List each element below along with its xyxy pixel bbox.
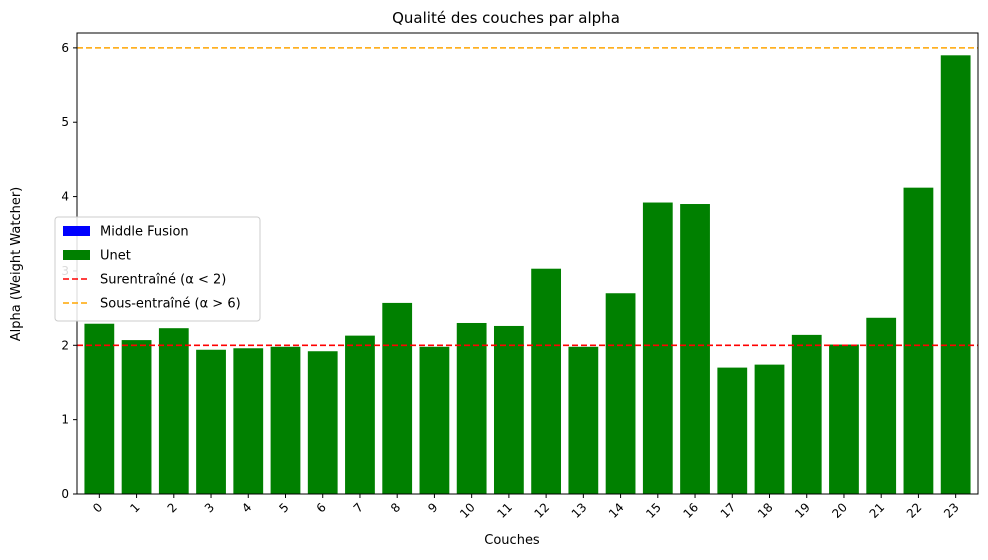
bar-4 <box>233 348 264 494</box>
chart-title: Qualité des couches par alpha <box>392 9 620 27</box>
bar-8 <box>382 302 413 494</box>
legend-box <box>54 216 261 322</box>
x-tick-label-9: 9 <box>425 500 440 515</box>
y-tick-label-6: 6 <box>61 41 69 55</box>
bar-23 <box>940 55 971 494</box>
bar-5 <box>270 346 301 494</box>
x-tick-label-2: 2 <box>165 500 180 515</box>
x-tick-label-5: 5 <box>276 500 291 515</box>
x-tick-label-12: 12 <box>532 500 553 521</box>
bar-6 <box>307 351 338 494</box>
legend-swatch-1 <box>63 250 90 260</box>
legend-label-1: Unet <box>100 249 131 264</box>
x-tick-label-13: 13 <box>569 500 590 521</box>
y-tick-label-2: 2 <box>61 338 69 352</box>
x-tick-label-17: 17 <box>718 500 739 521</box>
bar-3 <box>196 349 226 494</box>
bar-14 <box>605 293 636 494</box>
x-tick-label-22: 22 <box>904 500 925 521</box>
x-tick-label-21: 21 <box>867 500 888 521</box>
plot-area: 0123456012345678910111213141516171819202… <box>61 32 979 521</box>
x-tick-label-11: 11 <box>494 500 515 521</box>
x-tick-label-19: 19 <box>792 500 813 521</box>
x-tick-label-16: 16 <box>680 500 701 521</box>
bar-21 <box>866 317 897 494</box>
x-axis-label: Couches <box>484 533 540 548</box>
x-tick-label-18: 18 <box>755 500 776 521</box>
legend-label-0: Middle Fusion <box>100 225 189 240</box>
bar-9 <box>419 346 450 494</box>
bar-15 <box>642 202 673 494</box>
y-tick-label-4: 4 <box>61 190 69 204</box>
y-tick-label-0: 0 <box>61 487 69 501</box>
bar-16 <box>680 204 710 495</box>
x-tick-label-7: 7 <box>351 500 366 515</box>
x-tick-label-0: 0 <box>90 500 105 515</box>
x-tick-label-8: 8 <box>388 500 403 515</box>
bar-17 <box>717 367 748 494</box>
bar-0 <box>84 323 115 494</box>
bar-10 <box>456 322 487 494</box>
x-tick-label-4: 4 <box>239 500 254 515</box>
bar-13 <box>568 346 599 494</box>
legend: Middle Fusion Unet Surentraîné (α < 2) Sous… <box>54 216 261 322</box>
bar-22 <box>903 187 934 494</box>
bar-7 <box>345 335 375 494</box>
y-axis-label: Alpha (Weight Watcher) <box>9 187 24 341</box>
y-tick-label-1: 1 <box>61 413 69 427</box>
x-tick-label-3: 3 <box>202 500 217 515</box>
legend-label-2: Surentraîné (α < 2) <box>100 273 226 288</box>
bar-1 <box>121 340 152 494</box>
x-tick-label-6: 6 <box>314 500 329 515</box>
bar-11 <box>493 325 524 494</box>
bar-18 <box>754 364 785 494</box>
x-tick-label-1: 1 <box>127 500 142 515</box>
bar-20 <box>829 344 859 494</box>
x-tick-label-15: 15 <box>643 500 664 521</box>
bar-2 <box>158 328 189 494</box>
x-tick-label-14: 14 <box>606 500 627 521</box>
x-tick-label-20: 20 <box>829 500 850 521</box>
legend-label-3: Sous-entraîné (α > 6) <box>100 297 241 312</box>
legend-swatch-0 <box>63 226 90 236</box>
bar-12 <box>531 268 562 494</box>
bar-19 <box>791 334 822 494</box>
y-tick-label-5: 5 <box>61 115 69 129</box>
x-tick-label-23: 23 <box>941 500 962 521</box>
x-tick-label-10: 10 <box>457 500 478 521</box>
